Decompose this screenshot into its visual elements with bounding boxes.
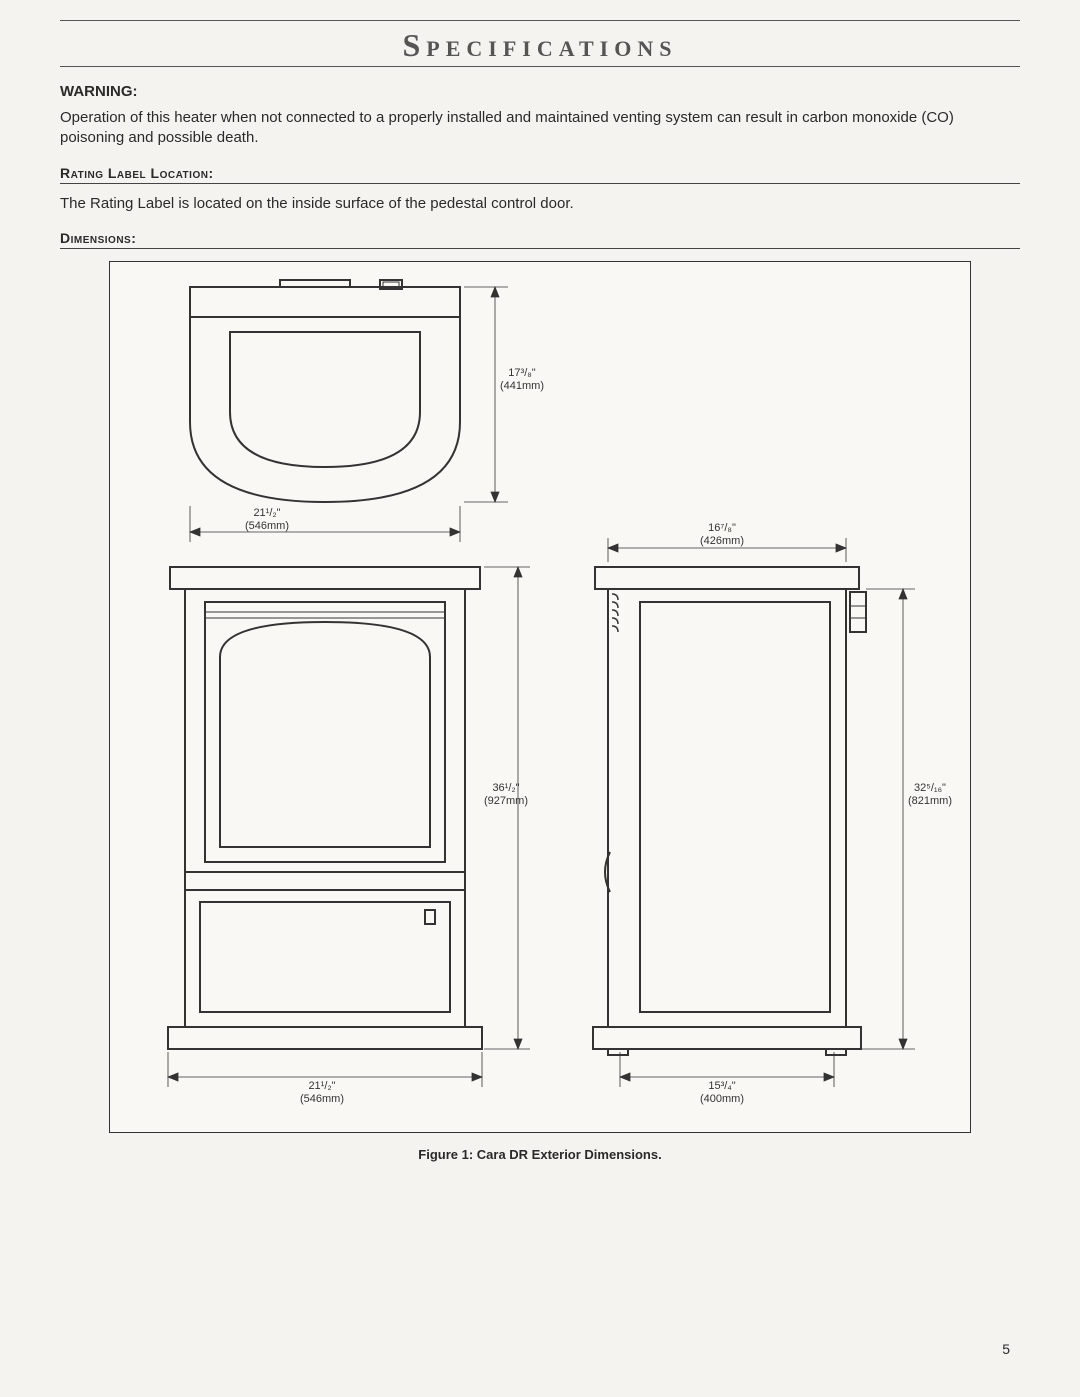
figure-caption: Figure 1: Cara DR Exterior Dimensions.: [60, 1147, 1020, 1162]
title-rule-bottom: [60, 66, 1020, 67]
dim-front-width: 21¹/₂"(546mm): [300, 1080, 344, 1106]
rating-label-heading: Rating Label Location:: [60, 165, 1020, 184]
dimensions-figure: 17³/₈"(441mm) 21¹/₂"(546mm) 16⁷/₈"(426mm…: [109, 261, 971, 1133]
dim-top-width: 21¹/₂"(546mm): [245, 507, 289, 533]
dim-front-height: 36¹/₂"(927mm): [484, 782, 528, 808]
dim-top-depth: 17³/₈"(441mm): [500, 367, 544, 393]
dim-side-bottom-width: 15³/₄"(400mm): [700, 1080, 744, 1106]
warning-label: WARNING:: [60, 83, 1020, 100]
page-title: Specifications: [60, 27, 1020, 64]
warning-text: Operation of this heater when not connec…: [60, 108, 1020, 149]
dim-side-top-width: 16⁷/₈"(426mm): [700, 522, 744, 548]
dimensions-heading: Dimensions:: [60, 230, 1020, 249]
page-number: 5: [1002, 1341, 1010, 1357]
title-rule-top: [60, 20, 1020, 21]
rating-label-text: The Rating Label is located on the insid…: [60, 194, 1020, 214]
dim-side-height: 32⁵/₁₆"(821mm): [908, 782, 952, 808]
